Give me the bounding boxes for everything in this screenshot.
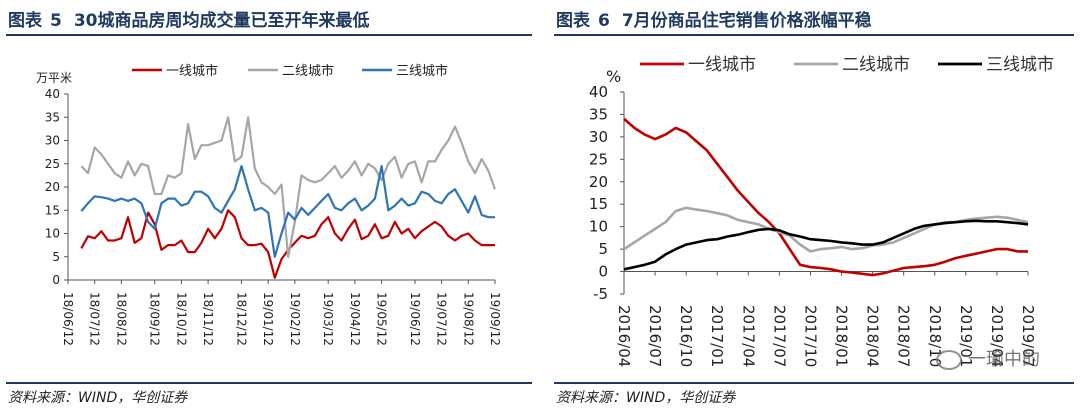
series-line-2	[80, 165, 495, 258]
figure-6-label: 图表	[556, 11, 590, 31]
figure-5-chart: 万平米 0 5 10 15 20 25 30 35 40 18/06/12 18/07/12 18/08…	[36, 63, 502, 346]
x-tick-label: 2017/07	[770, 305, 788, 367]
legend-label-1: 二线城市	[842, 55, 910, 75]
x-tick-label: 18/06/12	[61, 292, 75, 346]
figure-6-title: 7月份商品住宅销售价格涨幅平稳	[621, 11, 872, 31]
x-tick-label: 2017/10	[801, 305, 819, 367]
x-tick-label: 2019/04	[988, 305, 1006, 367]
figure-6-bottom-rule	[554, 382, 1074, 384]
y-tick-label: 10	[45, 227, 60, 241]
x-tick-label: 2016/10	[677, 305, 695, 367]
y-tick-label: 10	[589, 218, 608, 236]
y-tick-label: 5	[52, 250, 60, 264]
x-tick-label: 19/09/12	[488, 292, 502, 346]
y-tick-label: 25	[45, 157, 60, 171]
y-tick-label: 35	[45, 110, 60, 124]
series-line-0	[80, 209, 495, 279]
x-tick-label: 2018/04	[864, 305, 882, 367]
y-tick-label: -5	[593, 285, 608, 303]
watermark: 一瑜中的	[936, 345, 1040, 371]
watermark-text: 一瑜中的	[968, 349, 1040, 370]
y-tick-label: 15	[589, 195, 608, 213]
figure-5-top-rule	[6, 34, 532, 36]
x-tick-label: 18/11/12	[201, 292, 215, 346]
y-tick-label: 30	[45, 134, 60, 148]
x-tick-label: 19/05/12	[375, 292, 389, 346]
x-tick-label: 19/01/12	[261, 292, 275, 346]
x-tick-label: 2017/04	[739, 305, 757, 367]
figure-6-panel: 图表 6 7月份商品住宅销售价格涨幅平稳 % -5 0 5 10 15 20 25 30 35 40 20…	[548, 0, 1080, 411]
x-tick-label: 18/12/12	[234, 292, 248, 346]
figure-5-label: 图表	[8, 11, 42, 31]
x-tick-label: 2016/04	[615, 305, 633, 367]
y-tick-label: 0	[52, 273, 60, 287]
figure-6-top-rule	[554, 34, 1074, 36]
figure-6-source: 资料来源：WIND，华创证券	[556, 390, 736, 406]
y-tick-label: 0	[598, 263, 608, 281]
x-tick-label: 18/08/12	[114, 292, 128, 346]
x-tick-label: 18/10/12	[174, 292, 188, 346]
x-tick-label: 19/06/12	[408, 292, 422, 346]
y-tick-label: 20	[589, 173, 608, 191]
y-tick-label: 35	[589, 105, 608, 123]
y-axis-unit-label: %	[606, 67, 621, 86]
x-tick-label: 18/09/12	[148, 292, 162, 346]
y-tick-label: 40	[45, 87, 60, 101]
y-tick-label: 30	[589, 128, 608, 146]
x-tick-label: 2018/07	[895, 305, 913, 367]
x-tick-label: 19/02/12	[288, 292, 302, 346]
x-tick-label: 2019/01	[957, 305, 975, 367]
figure-5-panel: 图表 5 30城商品房周均成交量已至开年来最低 万平米 0 5 10 15 20 25 30 35 4…	[0, 0, 538, 411]
legend-label-0: 一线城市	[166, 63, 218, 79]
figure-6-title-bar: 图表 6 7月份商品住宅销售价格涨幅平稳	[556, 6, 872, 31]
legend-label-1: 二线城市	[282, 63, 334, 79]
y-tick-label: 25	[589, 150, 608, 168]
x-tick-label: 2019/07	[1019, 305, 1037, 367]
figure-5-title-bar: 图表 5 30城商品房周均成交量已至开年来最低	[8, 6, 370, 31]
figure-5-source: 资料来源：WIND，华创证券	[8, 390, 188, 406]
figure-6-chart: % -5 0 5 10 15 20 25 30 35 40 2016/04 2016/07 2016/10…	[589, 55, 1054, 367]
x-tick-label: 19/07/12	[435, 292, 449, 346]
figure-5-title: 30城商品房周均成交量已至开年来最低	[73, 11, 370, 31]
legend-label-0: 一线城市	[688, 55, 756, 75]
x-tick-label: 2018/01	[833, 305, 851, 367]
series-line-0	[623, 117, 1028, 277]
x-tick-label: 19/03/12	[321, 292, 335, 346]
figure-5-number: 5	[50, 11, 62, 31]
legend-label-2: 三线城市	[986, 55, 1054, 75]
legend-label-2: 三线城市	[396, 63, 448, 79]
y-axis-unit-label: 万平米	[36, 71, 72, 85]
series-line-2	[623, 219, 1029, 271]
x-tick-label: 2016/07	[646, 305, 664, 367]
x-tick-label: 18/07/12	[88, 292, 102, 346]
x-tick-label: 19/08/12	[461, 292, 475, 346]
y-tick-label: 5	[598, 240, 608, 258]
x-tick-label: 19/04/12	[348, 292, 362, 346]
y-tick-label: 40	[589, 83, 608, 101]
y-tick-label: 15	[45, 203, 60, 217]
y-tick-label: 20	[45, 180, 60, 194]
figure-5-bottom-rule	[6, 382, 532, 384]
series-line-1	[80, 116, 497, 258]
figure-6-number: 6	[598, 11, 610, 31]
x-tick-label: 2017/01	[708, 305, 726, 367]
wechat-icon	[936, 350, 962, 370]
